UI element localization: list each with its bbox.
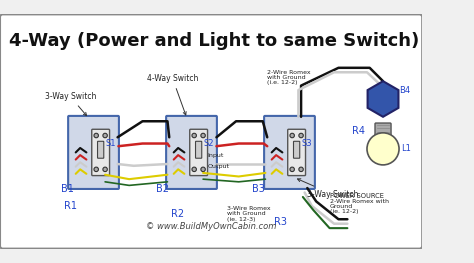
Text: (ie. 12-2): (ie. 12-2) <box>329 209 358 214</box>
FancyBboxPatch shape <box>98 141 104 158</box>
FancyBboxPatch shape <box>293 141 300 158</box>
Text: R4: R4 <box>352 126 365 136</box>
Polygon shape <box>368 81 399 117</box>
Text: Input: Input <box>208 153 224 158</box>
FancyBboxPatch shape <box>190 129 208 176</box>
FancyBboxPatch shape <box>0 14 422 249</box>
FancyBboxPatch shape <box>264 116 315 189</box>
Text: R3: R3 <box>274 218 287 227</box>
Text: R1: R1 <box>64 201 77 211</box>
Text: B2: B2 <box>156 184 169 194</box>
Text: 3-Way Switch: 3-Way Switch <box>45 92 96 116</box>
Text: B3: B3 <box>252 184 265 194</box>
Text: (ie. 12-3): (ie. 12-3) <box>227 216 255 221</box>
Circle shape <box>94 167 99 171</box>
Text: Output: Output <box>208 164 229 169</box>
FancyBboxPatch shape <box>288 129 306 176</box>
Circle shape <box>192 133 196 138</box>
Circle shape <box>94 133 99 138</box>
Text: 3-Wire Romex: 3-Wire Romex <box>227 206 271 211</box>
Text: 3-Way Switch: 3-Way Switch <box>298 179 359 199</box>
Text: © www.BuildMyOwnCabin.com: © www.BuildMyOwnCabin.com <box>146 222 276 231</box>
Text: S1: S1 <box>105 139 116 148</box>
Text: Ground: Ground <box>329 204 353 209</box>
Circle shape <box>290 167 294 171</box>
Text: 2-Wire Romex: 2-Wire Romex <box>267 70 311 75</box>
Text: with Ground: with Ground <box>267 75 306 80</box>
Text: 4-Way (Power and Light to same Switch): 4-Way (Power and Light to same Switch) <box>9 32 419 50</box>
Circle shape <box>192 167 196 171</box>
Circle shape <box>299 133 303 138</box>
Text: R2: R2 <box>171 209 184 219</box>
FancyBboxPatch shape <box>166 116 217 189</box>
FancyBboxPatch shape <box>195 141 202 158</box>
Circle shape <box>290 133 294 138</box>
FancyBboxPatch shape <box>92 129 109 176</box>
Circle shape <box>367 133 399 165</box>
Circle shape <box>201 133 205 138</box>
Text: 4-Way Switch: 4-Way Switch <box>147 74 198 115</box>
FancyBboxPatch shape <box>68 116 119 189</box>
Text: S3: S3 <box>301 139 312 148</box>
Text: B4: B4 <box>399 86 410 95</box>
Circle shape <box>201 167 205 171</box>
Text: S2: S2 <box>203 139 214 148</box>
Text: L1: L1 <box>401 144 410 153</box>
Text: with Ground: with Ground <box>227 211 266 216</box>
FancyBboxPatch shape <box>375 123 391 137</box>
Circle shape <box>103 167 107 171</box>
Text: 2-Wire Romex with: 2-Wire Romex with <box>329 199 389 204</box>
Text: B1: B1 <box>61 184 73 194</box>
Circle shape <box>103 133 107 138</box>
Text: POWER SOURCE: POWER SOURCE <box>329 193 383 199</box>
Text: (i.e. 12-2): (i.e. 12-2) <box>267 80 298 85</box>
Circle shape <box>299 167 303 171</box>
